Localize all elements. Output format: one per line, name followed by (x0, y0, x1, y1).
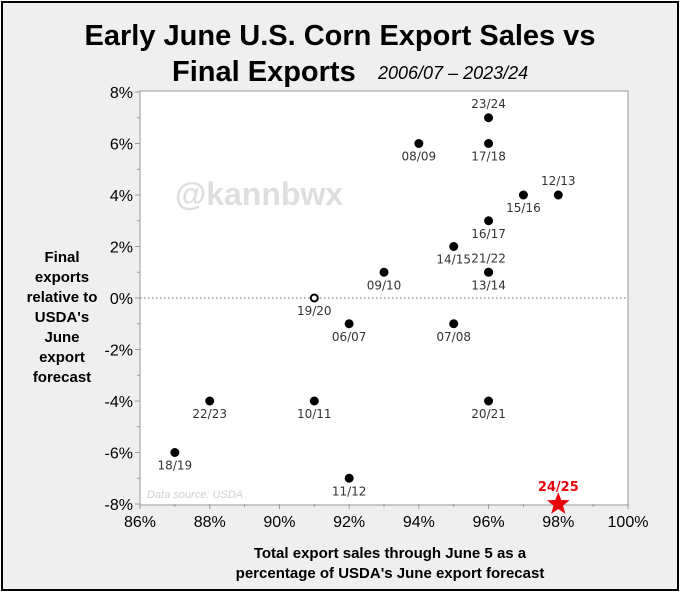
x-tick-label: 100% (608, 514, 649, 531)
data-point (344, 473, 354, 483)
data-label: 15/16 (506, 201, 541, 215)
data-point (484, 396, 494, 406)
y-tick-label: 8% (110, 85, 133, 102)
data-label: 18/19 (158, 459, 193, 473)
data-label: 24/25 (538, 480, 579, 495)
data-point (344, 319, 354, 329)
y-axis-label-line: Final (44, 249, 80, 266)
data-point (484, 216, 494, 226)
chart-title-line1: Early June U.S. Corn Export Sales vs (84, 20, 596, 52)
data-point-star (546, 492, 570, 514)
data-label: 22/23 (192, 407, 227, 421)
y-axis-label-line: forecast (32, 369, 92, 386)
x-tick-label: 96% (473, 514, 505, 531)
x-axis-label-line2: percentage of USDA's June export forecas… (235, 565, 545, 582)
data-point (553, 190, 563, 200)
data-point (205, 396, 215, 406)
data-label: 20/21 (471, 407, 506, 421)
x-tick-label: 86% (124, 514, 156, 531)
data-point (484, 267, 494, 277)
data-point (484, 139, 494, 148)
y-axis-label-line: USDA's (34, 309, 90, 326)
x-tick-label: 90% (263, 514, 295, 531)
data-point (170, 448, 180, 457)
data-point (449, 242, 459, 251)
y-axis-label-line: June (44, 329, 80, 346)
y-tick-label: -6% (105, 446, 133, 463)
data-label: 11/12 (332, 484, 367, 498)
y-tick-label: -2% (105, 343, 133, 360)
data-label: 08/09 (402, 150, 437, 164)
x-axis-label: Total export sales through June 5 as a p… (150, 544, 630, 584)
data-label: 09/10 (367, 278, 402, 292)
data-label: 12/13 (541, 174, 576, 188)
x-tick-label: 94% (403, 514, 435, 531)
data-point (309, 396, 319, 406)
y-axis-label: Final exports relative to USDA's June export f… (20, 248, 104, 388)
data-label: 07/08 (436, 330, 471, 344)
data-label: 14/15 (436, 253, 471, 267)
data-point (484, 113, 494, 123)
y-tick-label: 0% (110, 291, 133, 308)
chart-title-line2: Final Exports (172, 56, 356, 88)
x-tick-label: 98% (542, 514, 574, 531)
y-tick-label: 2% (110, 240, 133, 257)
x-axis-label-line1: Total export sales through June 5 as a (253, 545, 527, 562)
data-label: 17/18 (471, 150, 506, 164)
data-label: 10/11 (297, 407, 332, 421)
data-label: 16/17 (471, 227, 506, 241)
data-label: 19/20 (297, 304, 332, 318)
data-label: 23/24 (471, 97, 506, 111)
y-axis-label-line: relative to (26, 289, 98, 306)
y-tick-label: -8% (105, 497, 133, 514)
y-tick-label: -4% (105, 394, 133, 411)
source-note: Data source: USDA (147, 489, 243, 501)
data-label: 21/22 (471, 251, 506, 265)
data-label: 13/14 (471, 278, 506, 292)
x-tick-label: 88% (194, 514, 226, 531)
data-label: 06/07 (332, 330, 367, 344)
y-tick-label: 4% (110, 188, 133, 205)
watermark: @kannbwx (175, 176, 343, 212)
data-point (309, 293, 319, 303)
data-point (414, 139, 424, 148)
data-point (518, 190, 528, 200)
data-point (449, 319, 459, 329)
y-tick-label: 6% (110, 137, 133, 154)
chart-subtitle: 2006/07 – 2023/24 (378, 63, 529, 83)
x-tick-label: 92% (333, 514, 365, 531)
y-axis-label-line: export (39, 349, 85, 366)
y-axis-label-line: exports (34, 269, 90, 286)
data-point (379, 267, 389, 277)
